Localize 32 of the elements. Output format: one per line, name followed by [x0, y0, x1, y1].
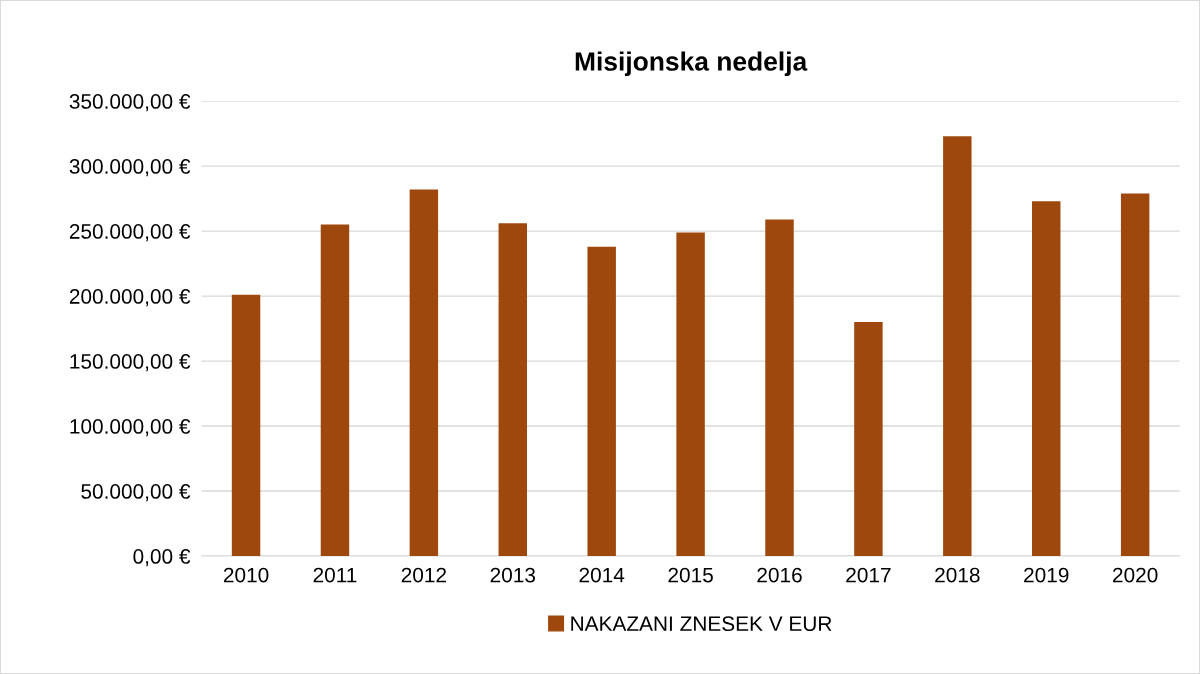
legend-label: NAKAZANI ZNESEK V EUR — [571, 616, 832, 632]
y-tick-label: 200.000,00 € — [69, 289, 191, 307]
x-tick-label: 2013 — [490, 567, 536, 583]
bar — [231, 294, 261, 557]
x-tick-label: 2016 — [757, 567, 802, 583]
bar — [498, 223, 528, 557]
x-tick-label: 2010 — [223, 567, 269, 583]
y-tick-label: 350.000,00 € — [69, 94, 191, 112]
bar — [587, 246, 616, 557]
bar — [765, 219, 794, 557]
bar — [320, 224, 350, 557]
x-tick-label: 2015 — [668, 567, 713, 583]
chart-title: Misijonska nedelja — [575, 51, 808, 77]
bar — [854, 322, 883, 557]
x-tick-label: 2020 — [1113, 567, 1158, 583]
bar — [1032, 201, 1061, 557]
x-tick-label: 2012 — [401, 567, 446, 583]
bar — [1120, 193, 1150, 557]
y-tick-label: 100.000,00 € — [70, 419, 191, 437]
y-tick-label: 150.000,00 € — [70, 354, 191, 372]
x-tick-label: 2017 — [846, 567, 891, 583]
y-tick-label: 50.000,00 € — [81, 484, 191, 502]
x-tick-label: 2014 — [579, 567, 625, 583]
x-tick-label: 2018 — [935, 567, 980, 583]
y-tick-label: 300.000,00 € — [69, 159, 191, 177]
y-tick-label: 250.000,00 € — [69, 224, 191, 242]
x-tick-label: 2019 — [1024, 567, 1069, 583]
y-tick-label: 0,00 € — [133, 549, 191, 567]
bar — [409, 189, 439, 557]
bar — [943, 136, 972, 557]
bar — [676, 232, 705, 557]
x-tick-label: 2011 — [313, 567, 357, 583]
